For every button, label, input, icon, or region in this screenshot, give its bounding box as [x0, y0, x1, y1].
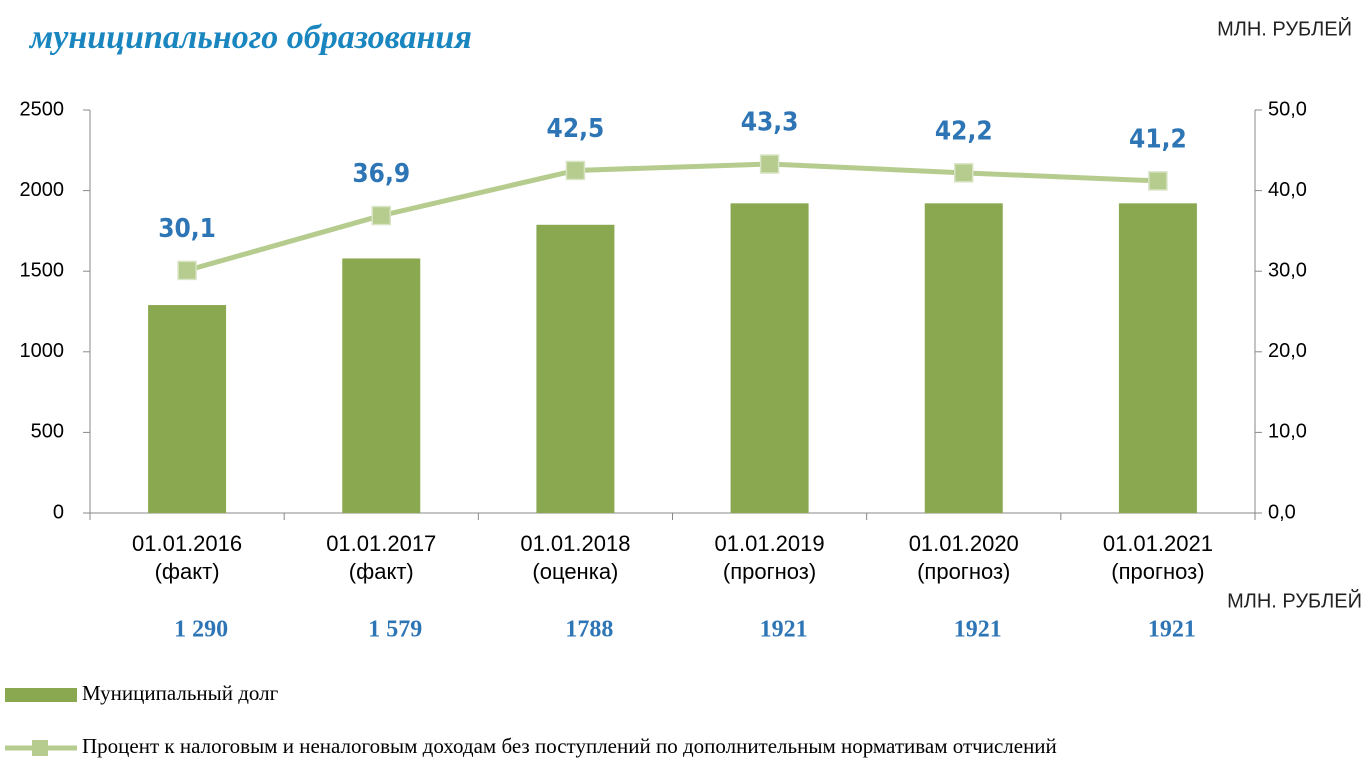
line-value-label: 42,2: [935, 116, 993, 146]
y-tick-label: 500: [31, 421, 64, 443]
line-value-label: 30,1: [158, 214, 216, 244]
x-tick-foreign: 01.01.2016 (факт): [132, 531, 243, 584]
x-tick-foreign: 01.01.2021 (прогноз): [1102, 531, 1213, 584]
bar-value-label: 1921: [760, 617, 808, 643]
x-tick-label: 01.01.2021 (прогноз): [1102, 531, 1213, 584]
line-value-label: 42,5: [547, 114, 605, 144]
x-tick-label: 01.01.2018 (оценка): [520, 531, 631, 584]
bar: [148, 305, 227, 513]
bar-value-label: 1788: [565, 617, 613, 643]
x-tick-foreign: 01.01.2018 (оценка): [520, 531, 631, 584]
x-tick-foreign: 01.01.2019 (прогноз): [714, 531, 825, 584]
y2-tick-label: 10,0: [1268, 421, 1307, 443]
x-tick-label: 01.01.2019 (прогноз): [714, 531, 825, 584]
y-tick-label: 2500: [20, 98, 65, 120]
bar-value-label: 1921: [1148, 617, 1196, 643]
chart-title: муниципального образования: [28, 19, 472, 56]
line-value-label: 41,2: [1129, 124, 1187, 154]
line-marker: [954, 163, 974, 183]
legend-label: Муниципальный долг: [82, 681, 279, 705]
line-marker: [565, 160, 586, 181]
y2-tick-label: 40,0: [1268, 179, 1307, 201]
x-tick-label: 01.01.2017 (факт): [326, 531, 437, 584]
y-tick-label: 0: [53, 501, 64, 523]
bar: [1118, 203, 1197, 514]
y2-tick-label: 30,0: [1268, 259, 1307, 281]
line-value-label: 36,9: [352, 159, 410, 189]
bar: [536, 224, 615, 513]
line-marker: [1148, 171, 1168, 191]
bar-value-label: 1 579: [368, 617, 422, 643]
bar: [924, 203, 1003, 514]
y-tick-label: 1500: [20, 259, 65, 281]
bar-value-label: 1921: [954, 617, 1002, 643]
x-tick-label: 01.01.2020 (прогноз): [908, 531, 1019, 584]
y2-tick-label: 20,0: [1268, 340, 1307, 362]
y2-tick-label: 0,0: [1268, 501, 1296, 523]
y-tick-label: 2000: [20, 179, 65, 201]
line: [186, 161, 1159, 273]
legend-swatch: [32, 740, 48, 756]
unit-label: МЛН. РУБЛЕЙ: [1227, 588, 1362, 612]
line-marker: [371, 205, 391, 226]
x-tick-foreign: 01.01.2020 (прогноз): [908, 531, 1019, 584]
line-marker: [759, 154, 780, 174]
legend-swatch: [5, 688, 77, 702]
line-marker: [177, 260, 197, 281]
legend-label: Процент к налоговым и неналоговым дохода…: [82, 734, 1057, 758]
y2-tick-label: 50,0: [1268, 98, 1307, 120]
bar: [342, 258, 421, 513]
x-tick-foreign: 01.01.2017 (факт): [326, 531, 437, 584]
y-tick-label: 1000: [20, 340, 65, 362]
bar-value-label: 1 290: [174, 617, 228, 643]
unit-label: МЛН. РУБЛЕЙ: [1217, 16, 1352, 40]
bar: [730, 203, 809, 514]
x-tick-label: 01.01.2016 (факт): [132, 531, 243, 584]
line-value-label: 43,3: [741, 108, 799, 138]
